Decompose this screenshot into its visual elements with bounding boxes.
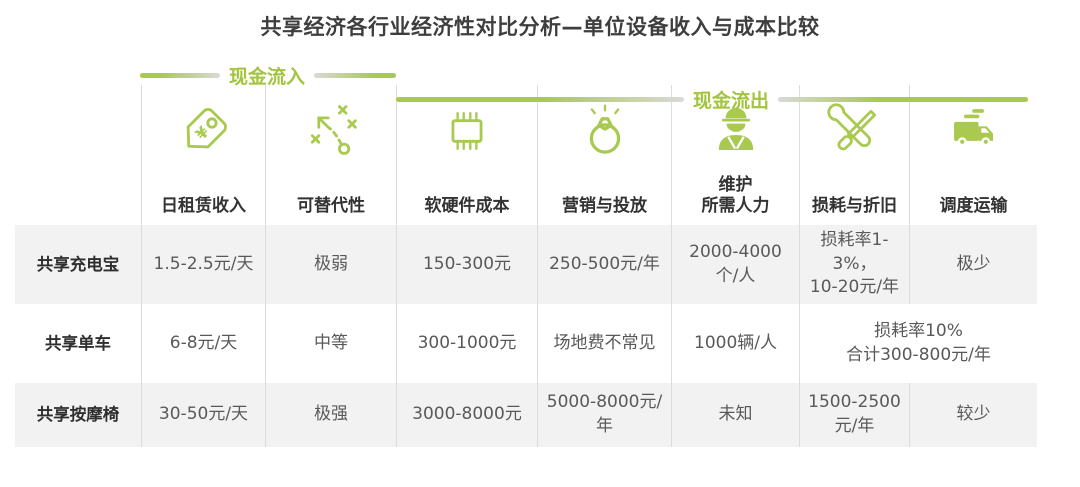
column-header-label: 损耗与折旧 xyxy=(812,195,897,216)
table-corner-cell xyxy=(15,85,141,225)
row-label-massage-chair: 共享按摩椅 xyxy=(15,383,141,447)
table-cell: 5000-8000元/ 年 xyxy=(537,383,671,447)
comparison-table: ¥ 日租赁收入 可替代性 xyxy=(15,85,1037,447)
column-header-substitutability: 可替代性 xyxy=(265,85,396,225)
outflow-left-line xyxy=(396,97,684,102)
table-cell: 较少 xyxy=(909,383,1037,447)
column-header-maintenance-labor: 维护 所需人力 xyxy=(671,85,799,225)
table-cell: 150-300元 xyxy=(396,225,537,304)
column-header-marketing: 营销与投放 xyxy=(537,85,671,225)
table-cell: 2000-4000 个/人 xyxy=(671,225,799,304)
page-title: 共享经济各行业经济性对比分析—单位设备收入与成本比较 xyxy=(260,15,820,39)
table-cell: 场地费不常见 xyxy=(537,304,671,383)
column-header-hardware-cost: 软硬件成本 xyxy=(396,85,537,225)
table-cell: 极少 xyxy=(909,225,1037,304)
chip-icon xyxy=(437,101,497,161)
table-cell: 3000-8000元 xyxy=(396,383,537,447)
column-header-label: 维护 所需人力 xyxy=(701,174,770,216)
row-label-power-bank: 共享充电宝 xyxy=(15,225,141,304)
table-cell: 未知 xyxy=(671,383,799,447)
column-header-label: 软硬件成本 xyxy=(424,195,510,216)
price-tag-icon: ¥ xyxy=(174,101,234,161)
table-cell: 损耗率1-3%， 10-20元/年 xyxy=(799,225,909,304)
inflow-label: 现金流入 xyxy=(229,66,306,88)
section-header-cash-inflow: 现金流入 xyxy=(140,62,400,89)
ring-icon xyxy=(575,101,635,161)
worker-icon xyxy=(707,101,765,159)
truck-icon xyxy=(945,101,1003,159)
table-cell: 250-500元/年 xyxy=(537,225,671,304)
table-cell: 1000辆/人 xyxy=(671,304,799,383)
strategy-icon xyxy=(301,101,361,161)
inflow-right-line xyxy=(314,73,397,78)
column-header-label: 营销与投放 xyxy=(562,195,647,216)
outflow-label: 现金流出 xyxy=(692,90,769,112)
table-cell: 极强 xyxy=(265,383,396,447)
outflow-right-line xyxy=(778,97,1028,102)
inflow-left-line xyxy=(140,73,220,78)
table-cell: 1.5-2.5元/天 xyxy=(141,225,265,304)
column-header-label: 调度运输 xyxy=(939,195,1008,216)
table-cell: 极弱 xyxy=(265,225,396,304)
table-cell: 1500-2500 元/年 xyxy=(799,383,909,447)
column-header-label: 可替代性 xyxy=(297,195,365,216)
column-header-label: 日租赁收入 xyxy=(161,195,246,216)
tools-icon xyxy=(825,101,885,161)
table-cell-merged: 损耗率10% 合计300-800元/年 xyxy=(799,304,1037,383)
column-header-depreciation: 损耗与折旧 xyxy=(799,85,909,225)
table-cell: 中等 xyxy=(265,304,396,383)
column-header-dispatch-transport: 调度运输 xyxy=(909,85,1037,225)
column-header-rental-income: ¥ 日租赁收入 xyxy=(141,85,265,225)
table-cell: 30-50元/天 xyxy=(141,383,265,447)
table-cell: 6-8元/天 xyxy=(141,304,265,383)
section-header-cash-outflow: 现金流出 xyxy=(396,86,1028,113)
row-label-bike: 共享单车 xyxy=(45,333,111,353)
table-cell: 300-1000元 xyxy=(396,304,537,383)
